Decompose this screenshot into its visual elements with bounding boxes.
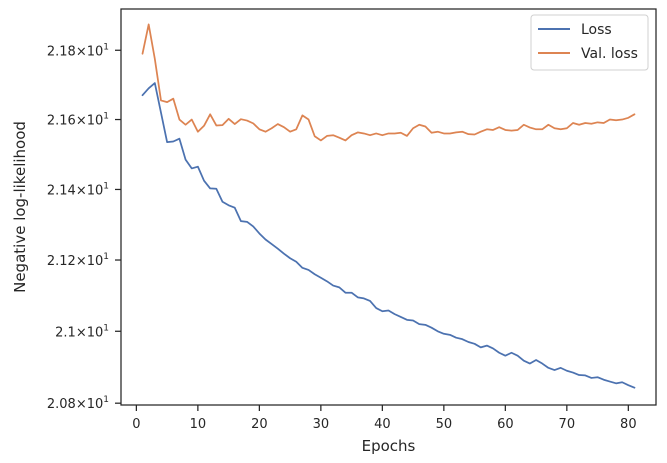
y-tick-label: 2.12×101 bbox=[47, 252, 109, 269]
y-axis-label: Negative log-likelihood bbox=[11, 121, 29, 293]
x-axis-label: Epochs bbox=[362, 437, 416, 455]
series-line-loss bbox=[141, 82, 636, 389]
x-tick-label: 80 bbox=[620, 417, 637, 432]
x-tick-label: 30 bbox=[313, 417, 330, 432]
y-axis-ticks: 2.08×101 2.1×101 2.12×101 2.14×101 2.16×101 2… bbox=[47, 42, 121, 412]
series-line-val-loss bbox=[141, 23, 636, 142]
x-tick-label: 20 bbox=[251, 417, 268, 432]
y-tick-label: 2.14×101 bbox=[47, 181, 109, 198]
y-tick-label: 2.1×101 bbox=[55, 323, 109, 340]
legend-label-val-loss: Val. loss bbox=[581, 46, 638, 62]
x-tick-label: 60 bbox=[497, 417, 514, 432]
x-axis-ticks: 0 10 20 30 40 50 60 70 80 bbox=[132, 405, 637, 432]
x-tick-label: 50 bbox=[436, 417, 453, 432]
x-tick-label: 10 bbox=[190, 417, 207, 432]
y-tick-label: 2.18×101 bbox=[47, 42, 109, 59]
y-tick-label: 2.08×101 bbox=[47, 395, 109, 412]
plot-lines bbox=[141, 23, 636, 389]
x-tick-label: 40 bbox=[374, 417, 391, 432]
x-tick-label: 0 bbox=[132, 417, 140, 432]
x-tick-label: 70 bbox=[559, 417, 576, 432]
legend: Loss Val. loss bbox=[530, 14, 649, 71]
legend-label-loss: Loss bbox=[581, 22, 612, 38]
plot-frame bbox=[120, 8, 657, 406]
y-tick-label: 2.16×101 bbox=[47, 112, 109, 129]
